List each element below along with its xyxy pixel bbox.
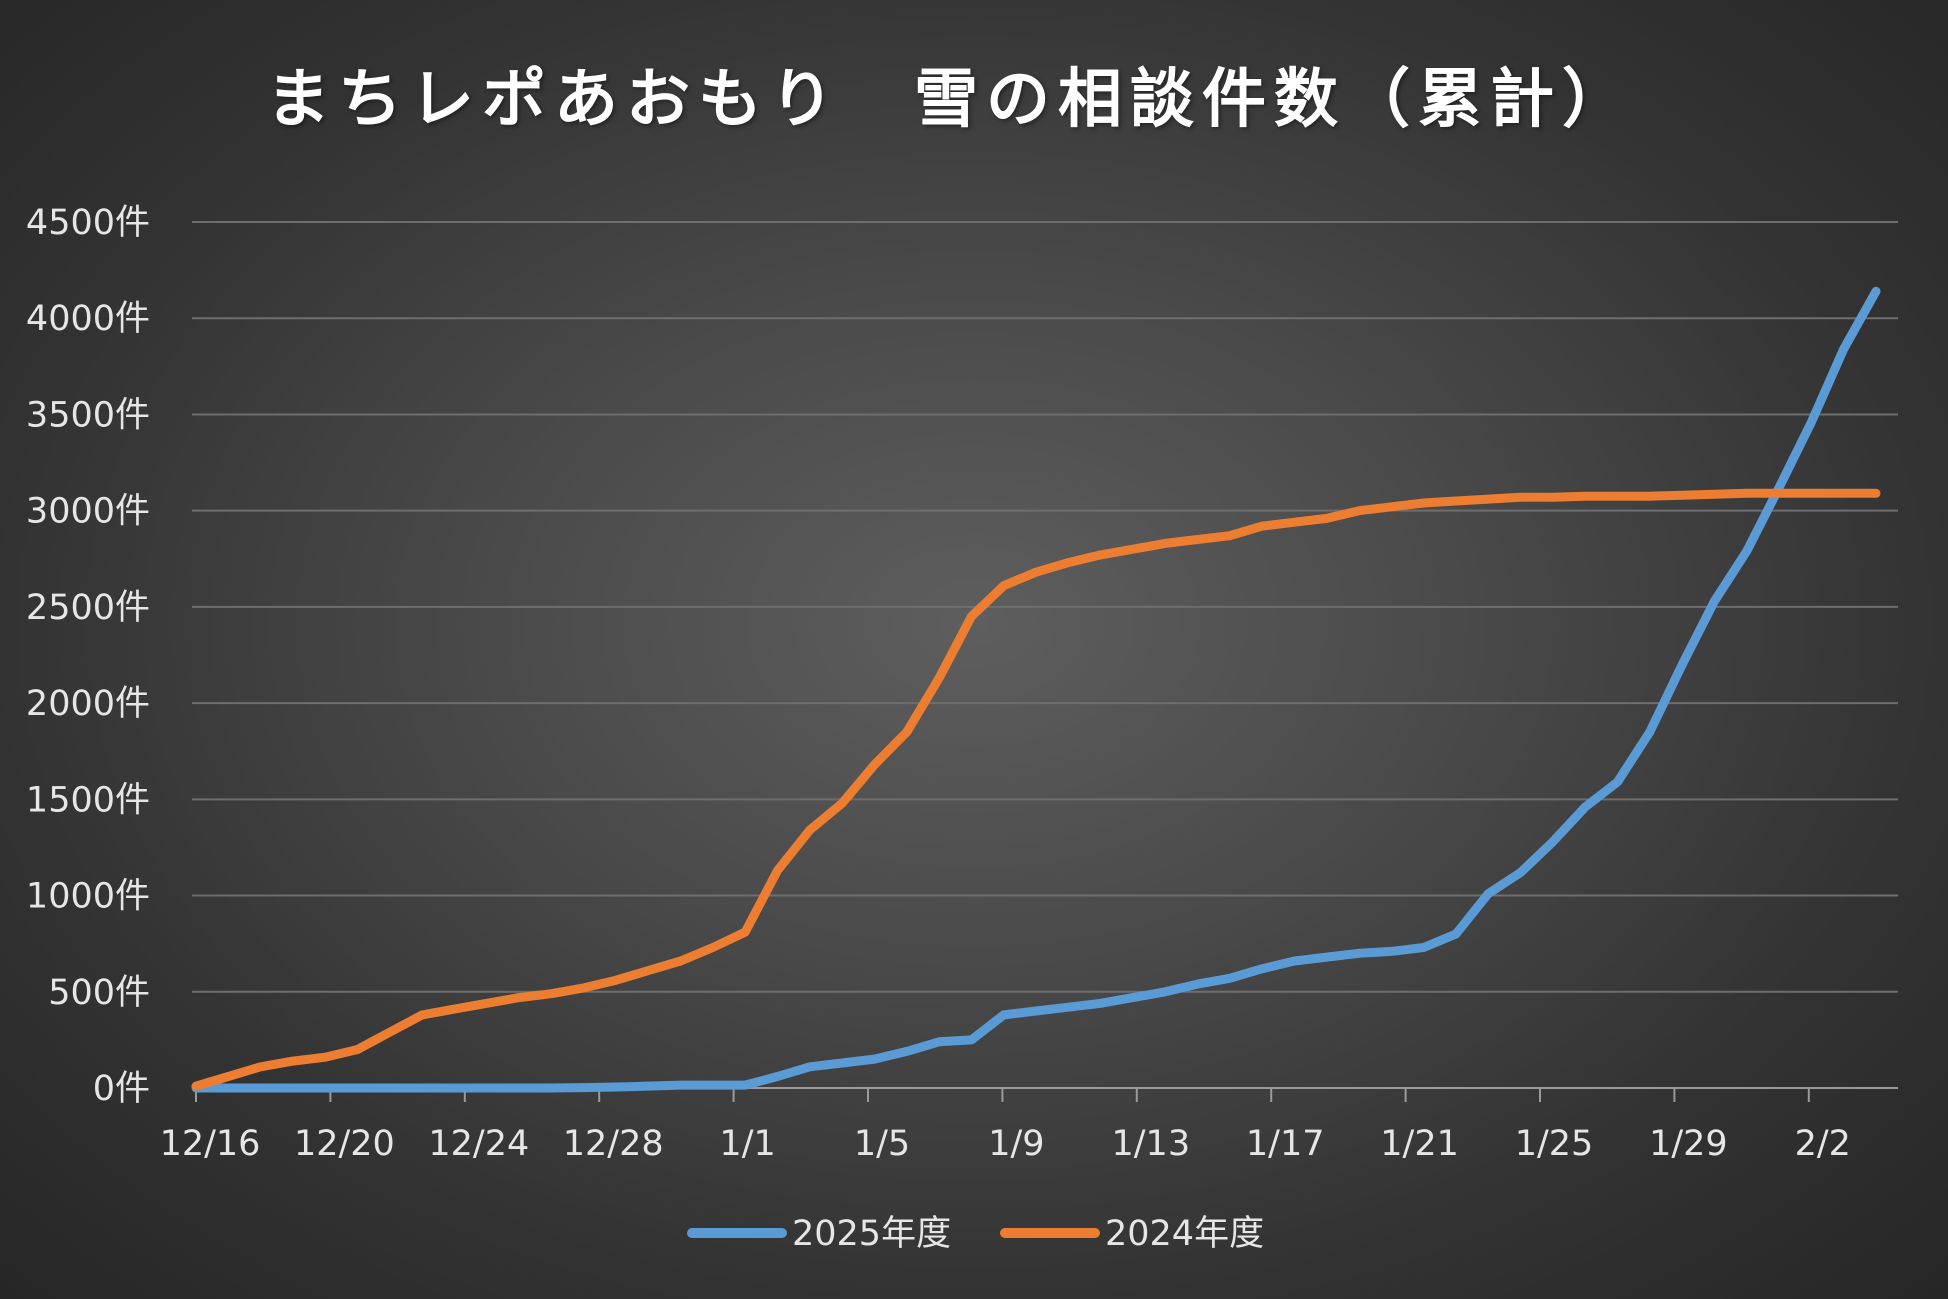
x-tick-label-12: 2/2	[1795, 1124, 1851, 1164]
legend: 2025年度 2024年度	[687, 1214, 1264, 1254]
x-tick-label-11: 1/29	[1649, 1124, 1728, 1164]
y-tick-labels: 0件 500件 1000件 1500件 2000件 2500件 3000件 3500件 4000…	[26, 203, 150, 1109]
y-tick-label-0: 0件	[93, 1069, 150, 1109]
y-tick-label-4000: 4000件	[26, 299, 150, 339]
y-tick-label-3500: 3500件	[26, 395, 150, 435]
y-tick-label-3000: 3000件	[26, 492, 150, 532]
x-tick-label-5: 1/5	[854, 1124, 910, 1164]
x-tick-label-6: 1/9	[988, 1124, 1044, 1164]
x-tick-label-7: 1/13	[1111, 1124, 1190, 1164]
y-tick-label-2000: 2000件	[26, 684, 150, 724]
series-line-1	[191, 488, 1881, 1091]
x-tick-label-3: 12/28	[563, 1124, 664, 1164]
x-tick-label-4: 1/1	[719, 1124, 775, 1164]
y-tick-label-1500: 1500件	[26, 780, 150, 820]
y-tick-label-2500: 2500件	[26, 588, 150, 628]
x-tick-labels: 12/16 12/20 12/24 12/28 1/1 1/5 1/9 1/13 1/17 1/2…	[160, 1124, 1851, 1164]
y-tick-label-500: 500件	[48, 973, 150, 1013]
x-tick-label-8: 1/17	[1246, 1124, 1325, 1164]
legend-label-0: 2025年度	[792, 1214, 951, 1254]
y-tick-label-4500: 4500件	[26, 203, 150, 243]
series-lines	[191, 286, 1881, 1093]
x-tick-label-0: 12/16	[160, 1124, 261, 1164]
y-tick-label-1000: 1000件	[26, 877, 150, 917]
x-tick-label-1: 12/20	[294, 1124, 395, 1164]
x-tick-label-2: 12/24	[428, 1124, 529, 1164]
series-line-0	[191, 286, 1881, 1093]
x-tick-label-9: 1/21	[1380, 1124, 1459, 1164]
x-tick-label-10: 1/25	[1515, 1124, 1594, 1164]
grid-lines	[192, 221, 1898, 993]
chart-title: まちレポあおもり 雪の相談件数（累計）	[266, 63, 1634, 137]
legend-label-1: 2024年度	[1105, 1214, 1264, 1254]
